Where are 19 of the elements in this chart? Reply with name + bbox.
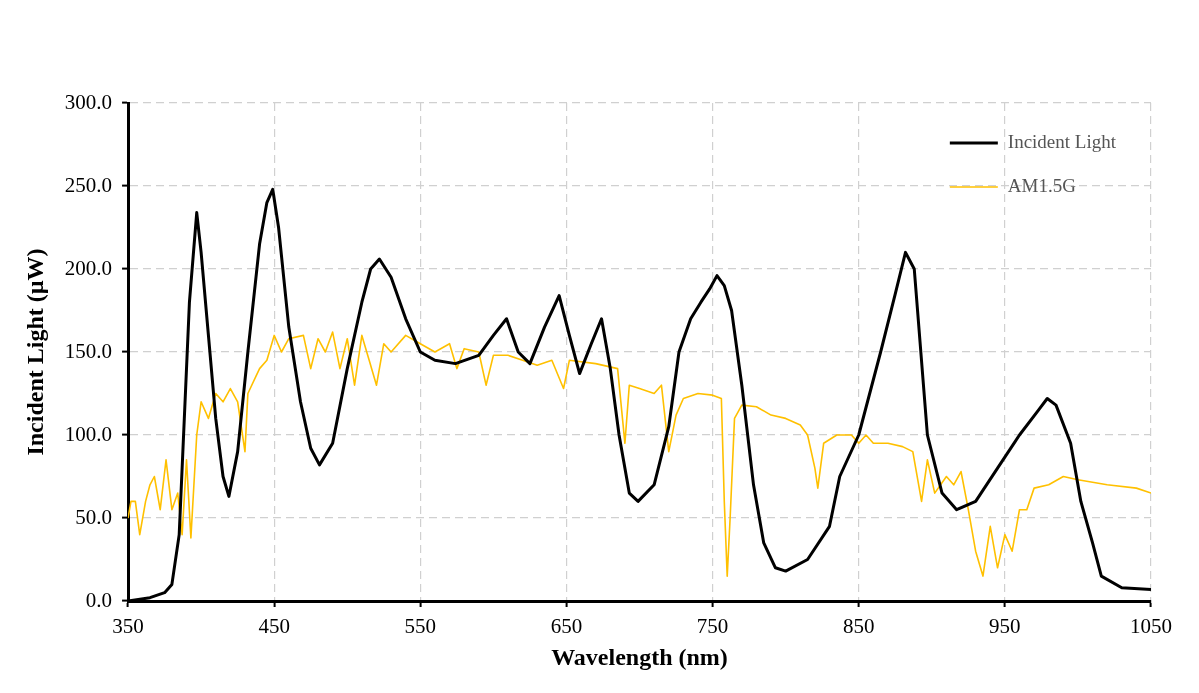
x-tick-label: 750 bbox=[696, 614, 729, 639]
x-tick-label: 550 bbox=[404, 614, 437, 639]
y-tick-label: 0.0 bbox=[85, 587, 113, 612]
y-tick-label: 50.0 bbox=[75, 504, 113, 529]
x-tick-label: 450 bbox=[258, 614, 290, 639]
x-axis-title: Wavelength (nm) bbox=[551, 643, 728, 670]
x-tick-label: 350 bbox=[112, 614, 144, 639]
y-tick-label: 150.0 bbox=[64, 338, 113, 363]
y-tick-label: 300.0 bbox=[64, 89, 113, 114]
y-tick-label: 100.0 bbox=[64, 421, 113, 446]
x-tick-label: 850 bbox=[842, 614, 875, 639]
y-tick-label: 200.0 bbox=[64, 255, 113, 280]
x-tick-label: 950 bbox=[989, 614, 1021, 639]
y-tick-label: 250.0 bbox=[64, 172, 113, 197]
x-tick-label: 650 bbox=[550, 614, 583, 639]
legend-label: AM1.5G bbox=[1007, 174, 1077, 196]
legend-label: Incident Light bbox=[1007, 130, 1117, 152]
x-tick-label: 1050 bbox=[1130, 614, 1172, 639]
y-axis-title: Incident Light (µW) bbox=[21, 248, 48, 456]
